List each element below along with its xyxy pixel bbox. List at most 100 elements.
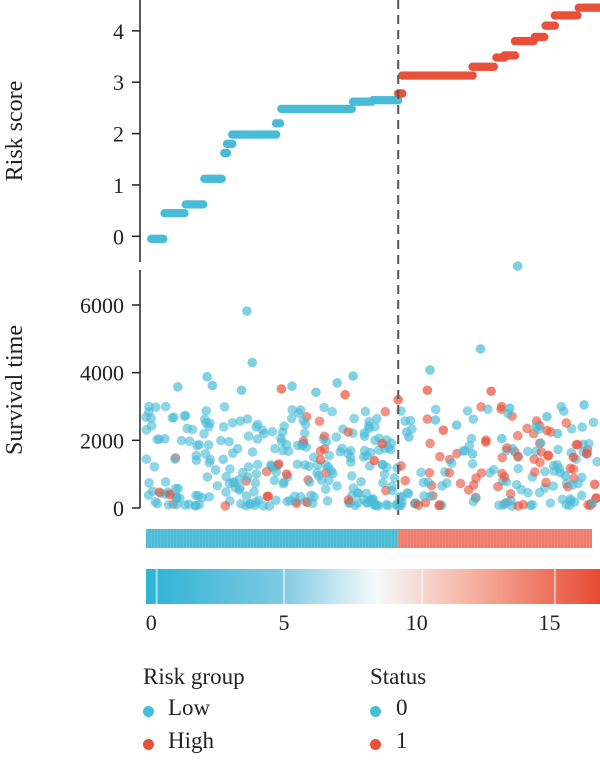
survival-point: [236, 498, 246, 509]
survival-point: [192, 440, 202, 451]
survival-point: [424, 467, 435, 478]
survival-point: [234, 474, 244, 485]
survival-point: [343, 495, 354, 505]
expression-gradient-bar: [146, 569, 600, 604]
survival-point: [173, 382, 183, 392]
survival-point: [451, 420, 462, 430]
survival-point: [496, 433, 507, 444]
survival-point: [210, 465, 221, 475]
survival-point: [191, 490, 201, 501]
survival-point: [381, 499, 392, 510]
survival-point: [245, 499, 255, 510]
survival-point: [180, 410, 191, 421]
survival-point: [242, 472, 253, 482]
survival-point: [400, 475, 411, 486]
survival-point: [458, 446, 468, 456]
risk-score-point: [271, 130, 281, 139]
survival-point: [321, 437, 332, 447]
survival-point: [279, 477, 289, 487]
survival-point: [165, 489, 175, 500]
survival-point: [407, 424, 417, 434]
survival-point: [340, 389, 350, 400]
survival-point: [149, 461, 160, 472]
survival-point: [389, 473, 400, 483]
survival-point: [387, 485, 398, 496]
survival-point: [446, 458, 457, 469]
survival-point: [242, 306, 252, 316]
survival-point: [556, 401, 567, 412]
survival-point: [232, 443, 243, 454]
survival-point: [285, 495, 295, 506]
survival-point: [467, 449, 478, 459]
survival-point: [269, 475, 280, 486]
survival-point: [241, 491, 252, 501]
survival-point: [504, 403, 515, 413]
survival-point: [422, 385, 433, 396]
survival-point: [483, 404, 493, 414]
survival-point: [250, 478, 261, 488]
survival-point: [404, 432, 414, 442]
survival-point: [247, 447, 258, 457]
survival-point: [463, 485, 474, 495]
survival-point: [513, 452, 523, 462]
survival-point: [494, 500, 504, 510]
survival-point: [425, 438, 435, 449]
risk-score-point: [394, 95, 403, 105]
survival-point: [377, 438, 388, 449]
survival-point: [522, 423, 532, 434]
survival-point: [234, 485, 245, 495]
survival-point: [319, 402, 329, 413]
survival-point: [502, 443, 512, 453]
survival-point: [160, 433, 170, 444]
survival-point: [218, 421, 229, 432]
survival-point: [311, 387, 321, 398]
survival-point: [205, 418, 215, 428]
survival-point: [496, 401, 507, 412]
survival-point: [170, 454, 180, 464]
survival-point: [242, 414, 253, 424]
survival-point: [315, 446, 326, 456]
survival-point: [225, 464, 235, 474]
survival-point: [545, 498, 556, 508]
survival-point: [270, 443, 280, 454]
legend-high-marker: [143, 739, 154, 750]
survival-point: [160, 477, 171, 487]
survival-point: [194, 499, 205, 510]
survival-point: [219, 402, 230, 412]
survival-point: [369, 455, 380, 466]
survival-point: [171, 483, 181, 494]
survival-point: [589, 479, 600, 490]
survival-point: [292, 459, 303, 470]
survival-point: [324, 475, 334, 486]
survival-point: [512, 261, 523, 271]
survival-point: [572, 439, 583, 450]
survival-point: [553, 444, 563, 455]
survival-point: [247, 357, 257, 368]
survival-point: [287, 381, 297, 392]
survival-point: [281, 469, 292, 479]
survival-point: [416, 467, 426, 478]
risk-y-tick-label: 3: [113, 70, 124, 95]
survival-point: [505, 488, 516, 499]
survival-point: [297, 440, 307, 451]
survival-point: [236, 385, 247, 396]
survival-point: [531, 422, 542, 432]
risk-score-point: [573, 11, 582, 20]
survival-point: [481, 437, 491, 447]
survival-point: [144, 407, 154, 417]
survival-point: [141, 454, 152, 464]
survival-point: [455, 478, 466, 489]
x-tick-label: 15: [539, 610, 561, 630]
survival-point: [353, 488, 363, 498]
risk-score-point: [180, 208, 189, 218]
survival-point: [316, 475, 327, 486]
survival-point: [343, 427, 353, 437]
survival-point: [152, 434, 163, 445]
survival-point: [434, 500, 445, 510]
survival-point: [413, 500, 424, 511]
survival-point: [552, 459, 562, 470]
survival-point: [345, 453, 356, 463]
risk-score-point: [489, 62, 499, 71]
survival-point: [511, 479, 522, 490]
risk-score-point: [468, 71, 477, 80]
